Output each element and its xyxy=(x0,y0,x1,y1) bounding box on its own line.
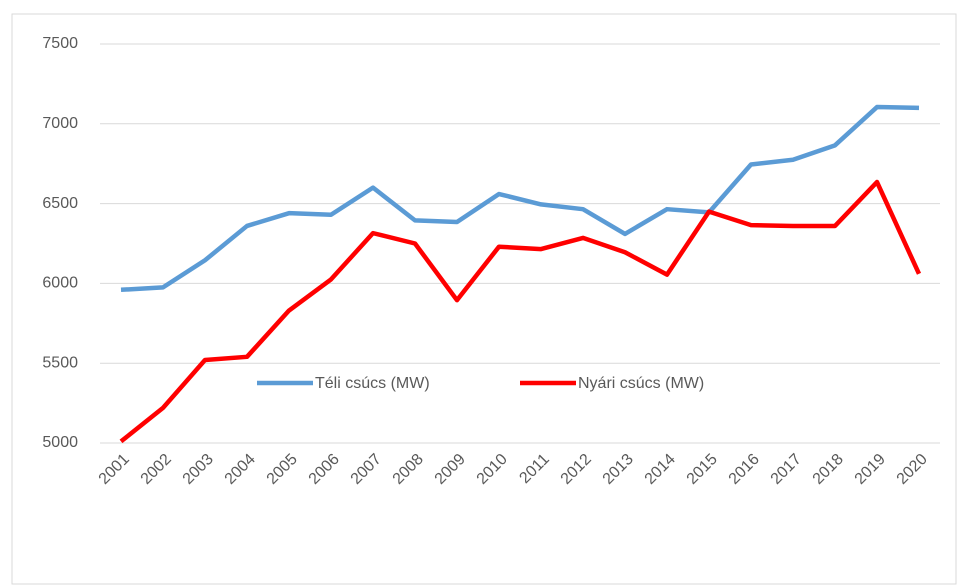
legend-label: Téli csúcs (MW) xyxy=(315,375,430,392)
series-line xyxy=(119,179,922,444)
y-tick-label: 7000 xyxy=(42,115,78,132)
y-tick-label: 7500 xyxy=(42,35,78,52)
y-tick-label: 5000 xyxy=(42,434,78,451)
series-line xyxy=(120,104,920,293)
y-tick-label: 6500 xyxy=(42,195,78,212)
chart-frame xyxy=(11,13,957,585)
legend-label: Nyári csúcs (MW) xyxy=(578,375,704,392)
y-tick-label: 6000 xyxy=(42,275,78,292)
y-tick-label: 5500 xyxy=(42,354,78,371)
